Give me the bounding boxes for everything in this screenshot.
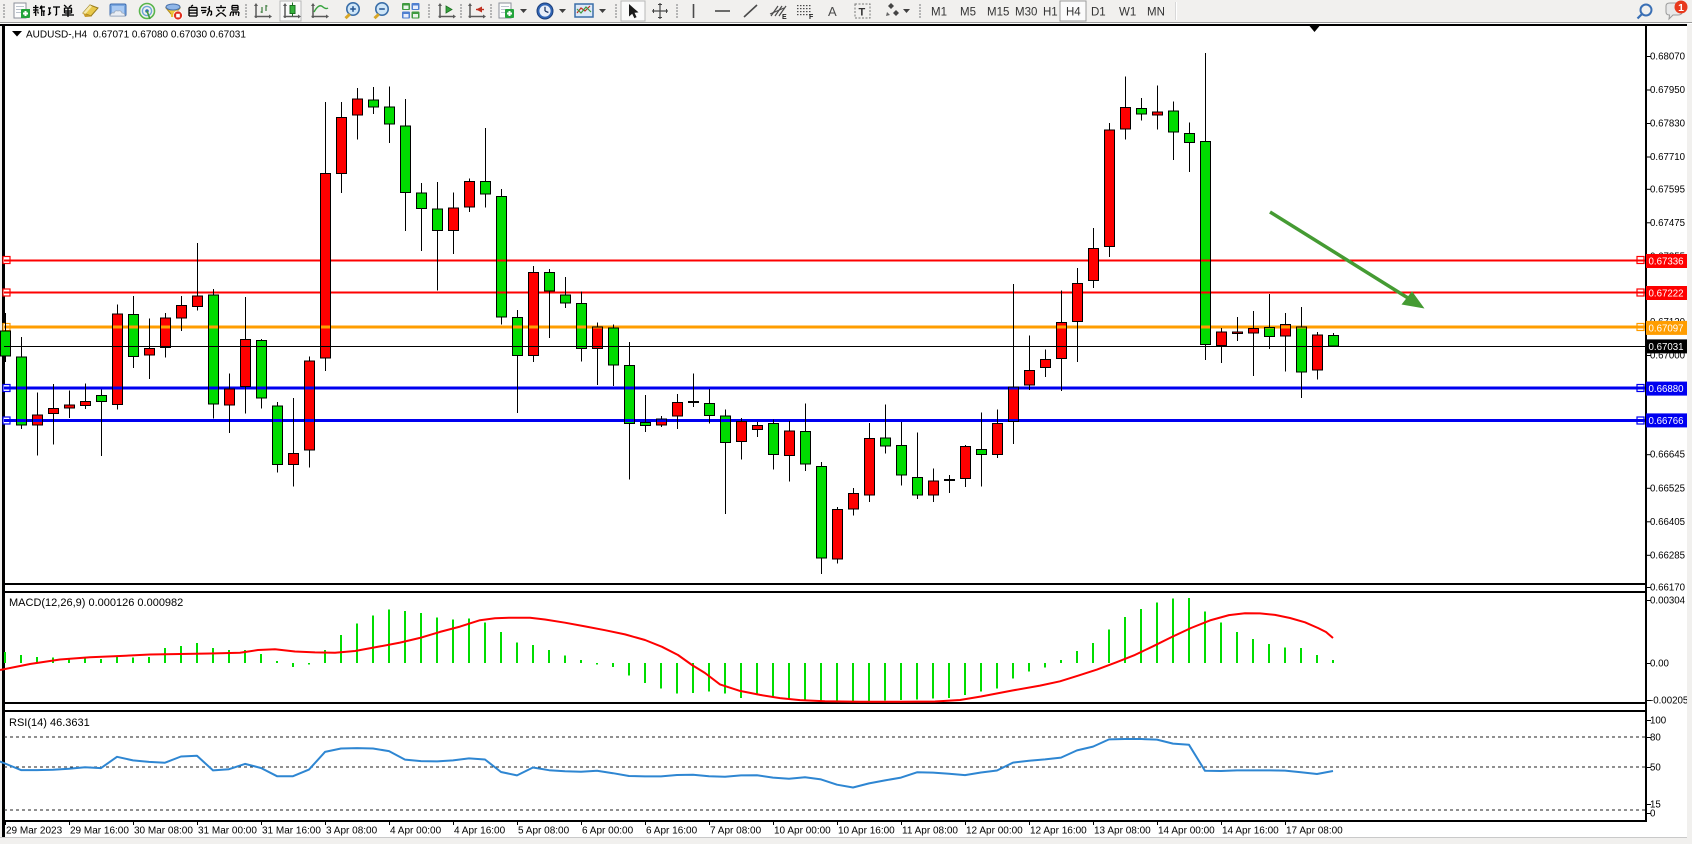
svg-text:-0.00205: -0.00205 — [1650, 696, 1688, 707]
svg-text:0.67071 0.67080 0.67030 0.6703: 0.67071 0.67080 0.67030 0.67031 — [93, 30, 246, 41]
svg-text:11 Apr 08:00: 11 Apr 08:00 — [902, 826, 958, 837]
svg-text:T: T — [859, 7, 866, 19]
svg-text:0.66405: 0.66405 — [1650, 517, 1685, 528]
svg-text:F: F — [809, 14, 814, 21]
svg-text:0.67000: 0.67000 — [1650, 351, 1686, 362]
svg-text:29 Mar 16:00: 29 Mar 16:00 — [70, 826, 129, 837]
svg-text:4 Apr 16:00: 4 Apr 16:00 — [454, 826, 506, 837]
svg-text:A: A — [828, 4, 837, 19]
svg-text:13 Apr 08:00: 13 Apr 08:00 — [1094, 826, 1151, 837]
svg-text:MACD(12,26,9) 0.000126 0.00098: MACD(12,26,9) 0.000126 0.000982 — [9, 597, 183, 609]
svg-text:M30: M30 — [1015, 7, 1037, 19]
svg-text:RSI(14) 46.3631: RSI(14) 46.3631 — [9, 717, 90, 729]
svg-text:0.67950: 0.67950 — [1650, 85, 1686, 96]
svg-text:0.67336: 0.67336 — [1649, 257, 1684, 268]
svg-text:0: 0 — [1650, 809, 1656, 820]
svg-text:H4: H4 — [1066, 7, 1081, 19]
svg-text:0.66285: 0.66285 — [1650, 550, 1685, 561]
svg-text:H1: H1 — [1043, 7, 1058, 19]
svg-text:0.67031: 0.67031 — [1649, 342, 1684, 353]
svg-text:0.00: 0.00 — [1650, 659, 1669, 670]
svg-text:12 Apr 16:00: 12 Apr 16:00 — [1030, 826, 1087, 837]
svg-text:12 Apr 00:00: 12 Apr 00:00 — [966, 826, 1023, 837]
svg-text:10 Apr 00:00: 10 Apr 00:00 — [774, 826, 831, 837]
svg-text:M15: M15 — [987, 7, 1009, 19]
svg-text:MN: MN — [1147, 7, 1165, 19]
svg-text:0.66170: 0.66170 — [1650, 583, 1686, 594]
svg-text:0.67830: 0.67830 — [1650, 119, 1686, 130]
svg-text:6 Apr 00:00: 6 Apr 00:00 — [582, 826, 634, 837]
svg-text:7 Apr 08:00: 7 Apr 08:00 — [710, 826, 762, 837]
svg-text:5 Apr 08:00: 5 Apr 08:00 — [518, 826, 570, 837]
svg-text:3 Apr 08:00: 3 Apr 08:00 — [326, 826, 378, 837]
svg-text:0.67097: 0.67097 — [1649, 323, 1684, 334]
svg-text:0.68070: 0.68070 — [1650, 52, 1686, 63]
svg-text:6 Apr 16:00: 6 Apr 16:00 — [646, 826, 698, 837]
svg-text:M5: M5 — [960, 7, 976, 19]
svg-text:31 Mar 00:00: 31 Mar 00:00 — [198, 826, 257, 837]
svg-text:0.00304: 0.00304 — [1650, 596, 1686, 607]
svg-text:0.67595: 0.67595 — [1650, 184, 1685, 195]
svg-text:0.67710: 0.67710 — [1650, 152, 1686, 163]
svg-text:80: 80 — [1650, 733, 1661, 744]
svg-text:4 Apr 00:00: 4 Apr 00:00 — [390, 826, 442, 837]
svg-text:E: E — [782, 14, 787, 21]
svg-text:1: 1 — [1678, 2, 1684, 14]
svg-text:29 Mar 2023: 29 Mar 2023 — [6, 826, 63, 837]
svg-text:W1: W1 — [1119, 7, 1136, 19]
svg-text:AUDUSD-,H4: AUDUSD-,H4 — [26, 30, 88, 41]
svg-text:100: 100 — [1650, 716, 1667, 727]
svg-text:0.66645: 0.66645 — [1650, 450, 1685, 461]
svg-text:50: 50 — [1650, 763, 1661, 774]
svg-text:0.66766: 0.66766 — [1649, 416, 1684, 427]
svg-text:0.66525: 0.66525 — [1650, 483, 1685, 494]
svg-text:M1: M1 — [931, 7, 947, 19]
svg-text:31 Mar 16:00: 31 Mar 16:00 — [262, 826, 321, 837]
svg-text:0.67475: 0.67475 — [1650, 218, 1685, 229]
svg-text:30 Mar 08:00: 30 Mar 08:00 — [134, 826, 193, 837]
svg-text:D1: D1 — [1091, 7, 1106, 19]
svg-text:0.66880: 0.66880 — [1649, 384, 1685, 395]
svg-text:17 Apr 08:00: 17 Apr 08:00 — [1286, 826, 1343, 837]
svg-text:10 Apr 16:00: 10 Apr 16:00 — [838, 826, 895, 837]
svg-text:14 Apr 00:00: 14 Apr 00:00 — [1158, 826, 1215, 837]
svg-text:0.67222: 0.67222 — [1649, 289, 1684, 300]
svg-text:15: 15 — [1650, 800, 1661, 811]
svg-text:14 Apr 16:00: 14 Apr 16:00 — [1222, 826, 1279, 837]
